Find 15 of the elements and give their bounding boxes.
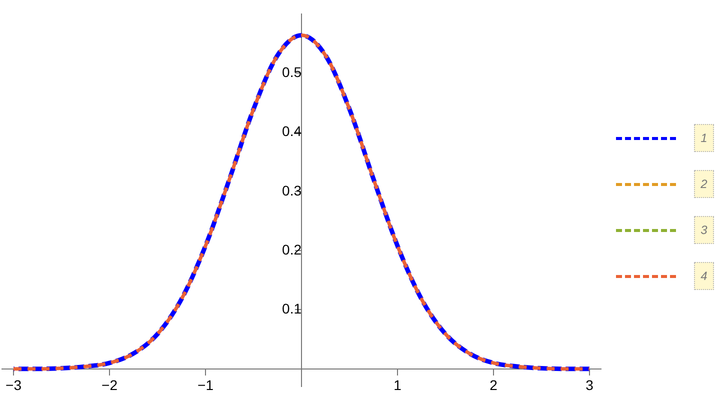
x-tick-label: −1: [198, 377, 214, 394]
legend-label: 4: [694, 262, 714, 290]
legend-label: 3: [694, 216, 714, 244]
x-tick-label: 3: [586, 377, 594, 394]
legend-label: 1: [694, 124, 714, 152]
x-tick-label: 2: [490, 377, 498, 394]
y-tick-label: 0.2: [282, 241, 302, 258]
y-tick-label: 0.4: [282, 123, 302, 140]
y-tick-label: 0.3: [282, 182, 302, 198]
y-tick-label: 0.1: [282, 300, 302, 317]
x-tick-label: 1: [394, 377, 402, 394]
y-tick-label: 0.5: [282, 64, 302, 80]
legend-label: 2: [694, 170, 714, 198]
x-tick-label: −3: [6, 377, 22, 394]
x-tick-label: −2: [102, 377, 118, 394]
